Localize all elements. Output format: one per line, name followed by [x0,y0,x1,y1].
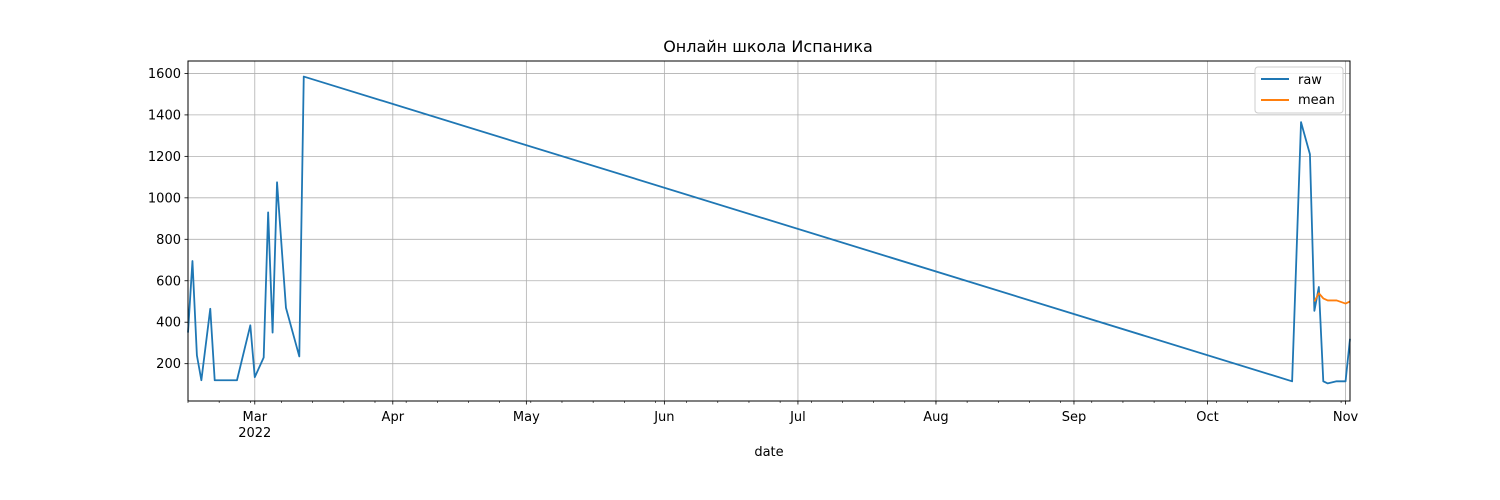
x-tick-sublabel: 2022 [238,426,271,441]
y-tick-label: 1200 [148,150,181,165]
legend-label-raw: raw [1298,73,1322,88]
x-tick-label: Apr [382,410,405,425]
x-tick-label: Jul [789,410,806,425]
legend: raw mean [1254,66,1344,114]
x-tick-label: Aug [923,410,948,425]
series-line-raw [187,75,1351,385]
chart-title: Онлайн школа Испаника [663,37,873,56]
plot-frame [187,60,1351,402]
x-tick-label: Nov [1333,410,1359,425]
y-tick-label: 800 [156,233,181,248]
x-tick-label: Mar [243,410,268,425]
x-tick-label: May [513,410,540,425]
y-tick-label: 600 [156,274,181,289]
legend-label-mean: mean [1298,93,1335,108]
y-tick-label: 400 [156,316,181,331]
series-lines [187,75,1351,385]
grid-lines [188,61,1350,401]
y-tick-label: 1400 [148,108,181,123]
series-line-mean [1313,292,1351,305]
x-tick-label: Jun [653,410,674,425]
x-axis-title: date [754,445,783,460]
x-tick-label: Oct [1196,410,1218,425]
x-tick-label: Sep [1062,410,1087,425]
y-tick-label: 1000 [148,191,181,206]
y-tick-label: 200 [156,357,181,372]
y-tick-label: 1600 [148,67,181,82]
